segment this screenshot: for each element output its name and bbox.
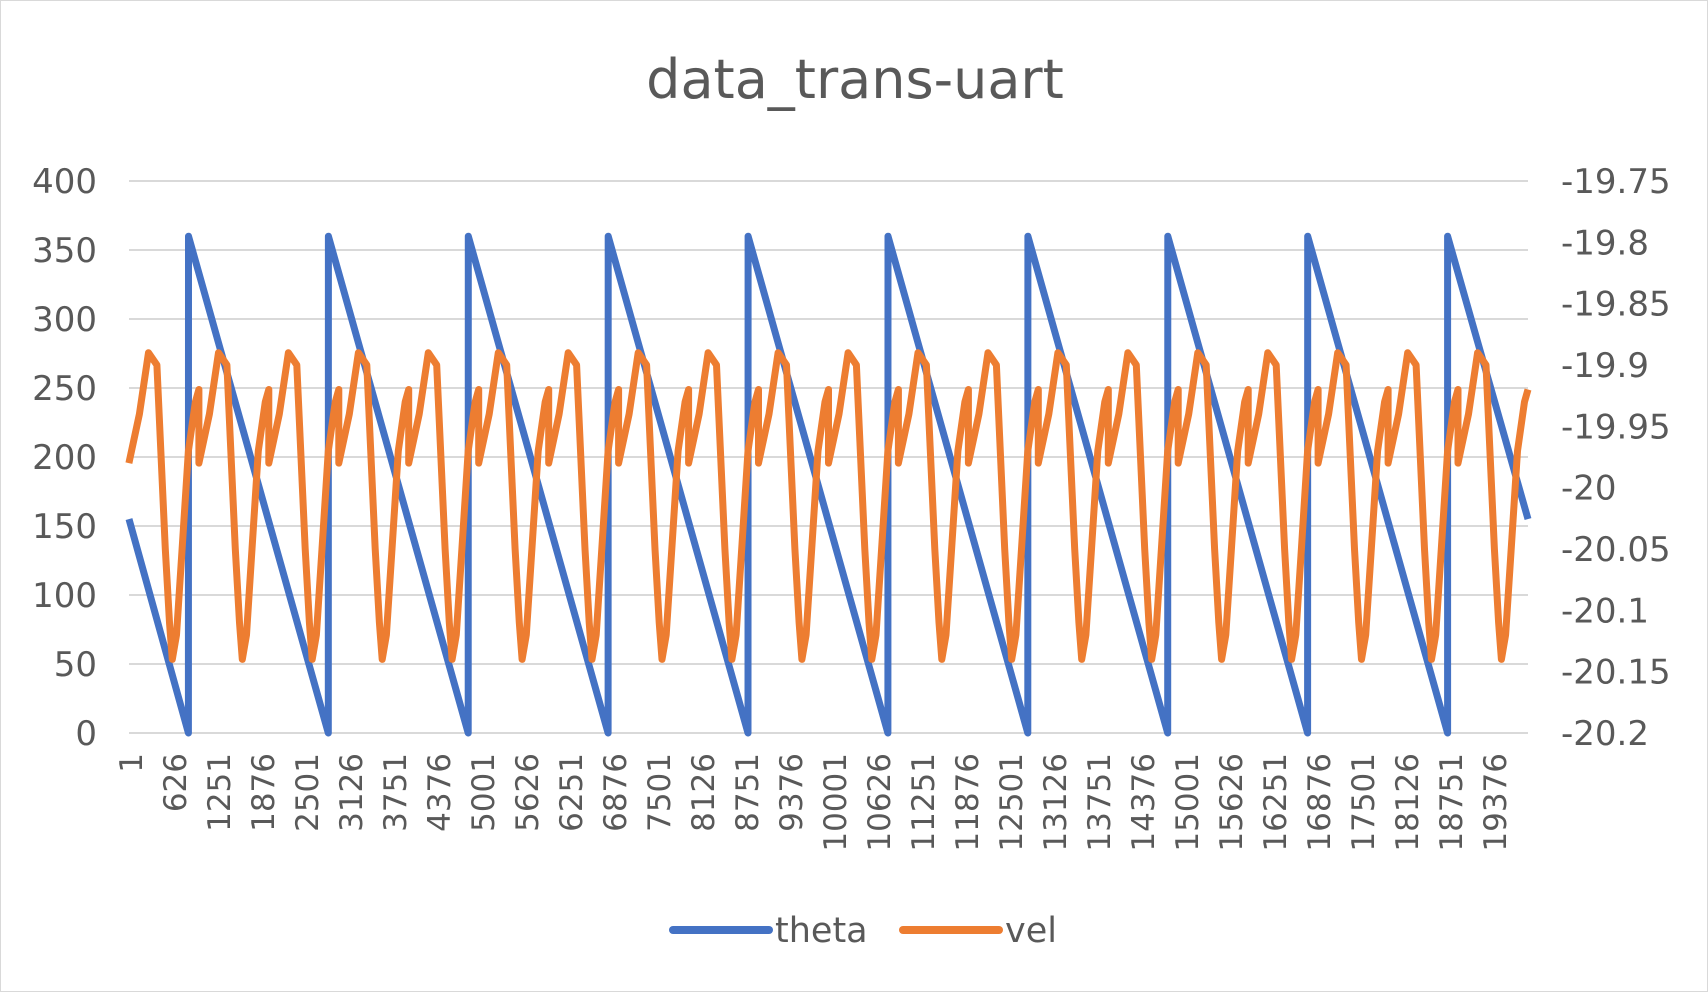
legend-label-theta: theta (775, 911, 868, 951)
x-axis-tick-label: 6251 (554, 753, 590, 832)
left-axis-tick-label: 50 (54, 645, 97, 685)
x-axis-tick-label: 1 (114, 753, 150, 773)
x-axis-tick-label: 4376 (422, 753, 458, 832)
left-axis-tick-label: 200 (32, 438, 97, 478)
left-axis-tick-label: 150 (32, 507, 97, 547)
x-axis-tick-label: 6876 (598, 753, 634, 832)
legend: theta vel (669, 911, 1057, 951)
series-line-vel (125, 349, 1532, 663)
x-axis-tick-label: 8751 (730, 753, 766, 832)
x-axis-tick-label: 16876 (1302, 753, 1338, 852)
x-axis-tick-label: 12501 (994, 753, 1030, 852)
x-axis-ticks: 1 626 1251 1876 2501 3126 3751 4376 5001 5626 6251… (114, 753, 1514, 852)
left-axis-tick-label: 0 (75, 714, 97, 754)
x-axis-tick-label: 15001 (1170, 753, 1206, 852)
x-axis-tick-label: 2501 (290, 753, 326, 832)
x-axis-tick-label: 11251 (906, 753, 942, 852)
left-axis-tick-label: 100 (32, 576, 97, 616)
left-axis-tick-label: 400 (32, 162, 97, 202)
series-line-theta (125, 232, 1532, 737)
left-axis-ticks: 400 350 300 250 200 150 100 50 0 (32, 162, 97, 754)
chart-title: data_trans-uart (646, 48, 1064, 111)
x-axis-tick-label: 10001 (818, 753, 854, 852)
x-axis-tick-label: 626 (158, 753, 194, 812)
right-axis-tick-label: -20 (1561, 469, 1617, 509)
x-axis-tick-label: 18126 (1390, 753, 1426, 852)
left-axis-tick-label: 300 (32, 300, 97, 340)
x-axis-tick-label: 11876 (950, 753, 986, 852)
x-axis-tick-label: 16251 (1258, 753, 1294, 852)
right-axis-tick-label: -20.15 (1561, 653, 1671, 693)
x-axis-tick-label: 13751 (1082, 753, 1118, 852)
left-axis-tick-label: 250 (32, 369, 97, 409)
series-lines (125, 232, 1532, 737)
x-axis-tick-label: 13126 (1038, 753, 1074, 852)
x-axis-tick-label: 17501 (1346, 753, 1382, 852)
x-axis-tick-label: 18751 (1434, 753, 1470, 852)
left-axis-tick-label: 350 (32, 231, 97, 271)
x-axis-tick-label: 7501 (642, 753, 678, 832)
x-axis-tick-label: 10626 (862, 753, 898, 852)
right-axis-ticks: -19.75 -19.8 -19.85 -19.9 -19.95 -20 -20.05 -20… (1561, 162, 1671, 754)
x-axis-tick-label: 8126 (686, 753, 722, 832)
x-axis-tick-label: 9376 (774, 753, 810, 832)
right-axis-tick-label: -20.1 (1561, 591, 1649, 631)
x-axis-tick-label: 3751 (378, 753, 414, 832)
x-axis-tick-label: 3126 (334, 753, 370, 832)
right-axis-tick-label: -19.85 (1561, 285, 1671, 325)
x-axis-tick-label: 19376 (1478, 753, 1514, 852)
right-axis-tick-label: -19.9 (1561, 346, 1649, 386)
right-axis-tick-label: -20.05 (1561, 530, 1671, 570)
right-axis-tick-label: -19.95 (1561, 407, 1671, 447)
right-axis-tick-label: -19.75 (1561, 162, 1671, 202)
x-axis-tick-label: 5001 (466, 753, 502, 832)
right-axis-tick-label: -20.2 (1561, 714, 1649, 754)
x-axis-tick-label: 15626 (1214, 753, 1250, 852)
right-axis-tick-label: -19.8 (1561, 223, 1649, 263)
x-axis-tick-label: 14376 (1126, 753, 1162, 852)
x-axis-tick-label: 1251 (202, 753, 238, 832)
x-axis-tick-label: 5626 (510, 753, 546, 832)
legend-label-vel: vel (1005, 911, 1057, 951)
x-axis-tick-label: 1876 (246, 753, 282, 832)
